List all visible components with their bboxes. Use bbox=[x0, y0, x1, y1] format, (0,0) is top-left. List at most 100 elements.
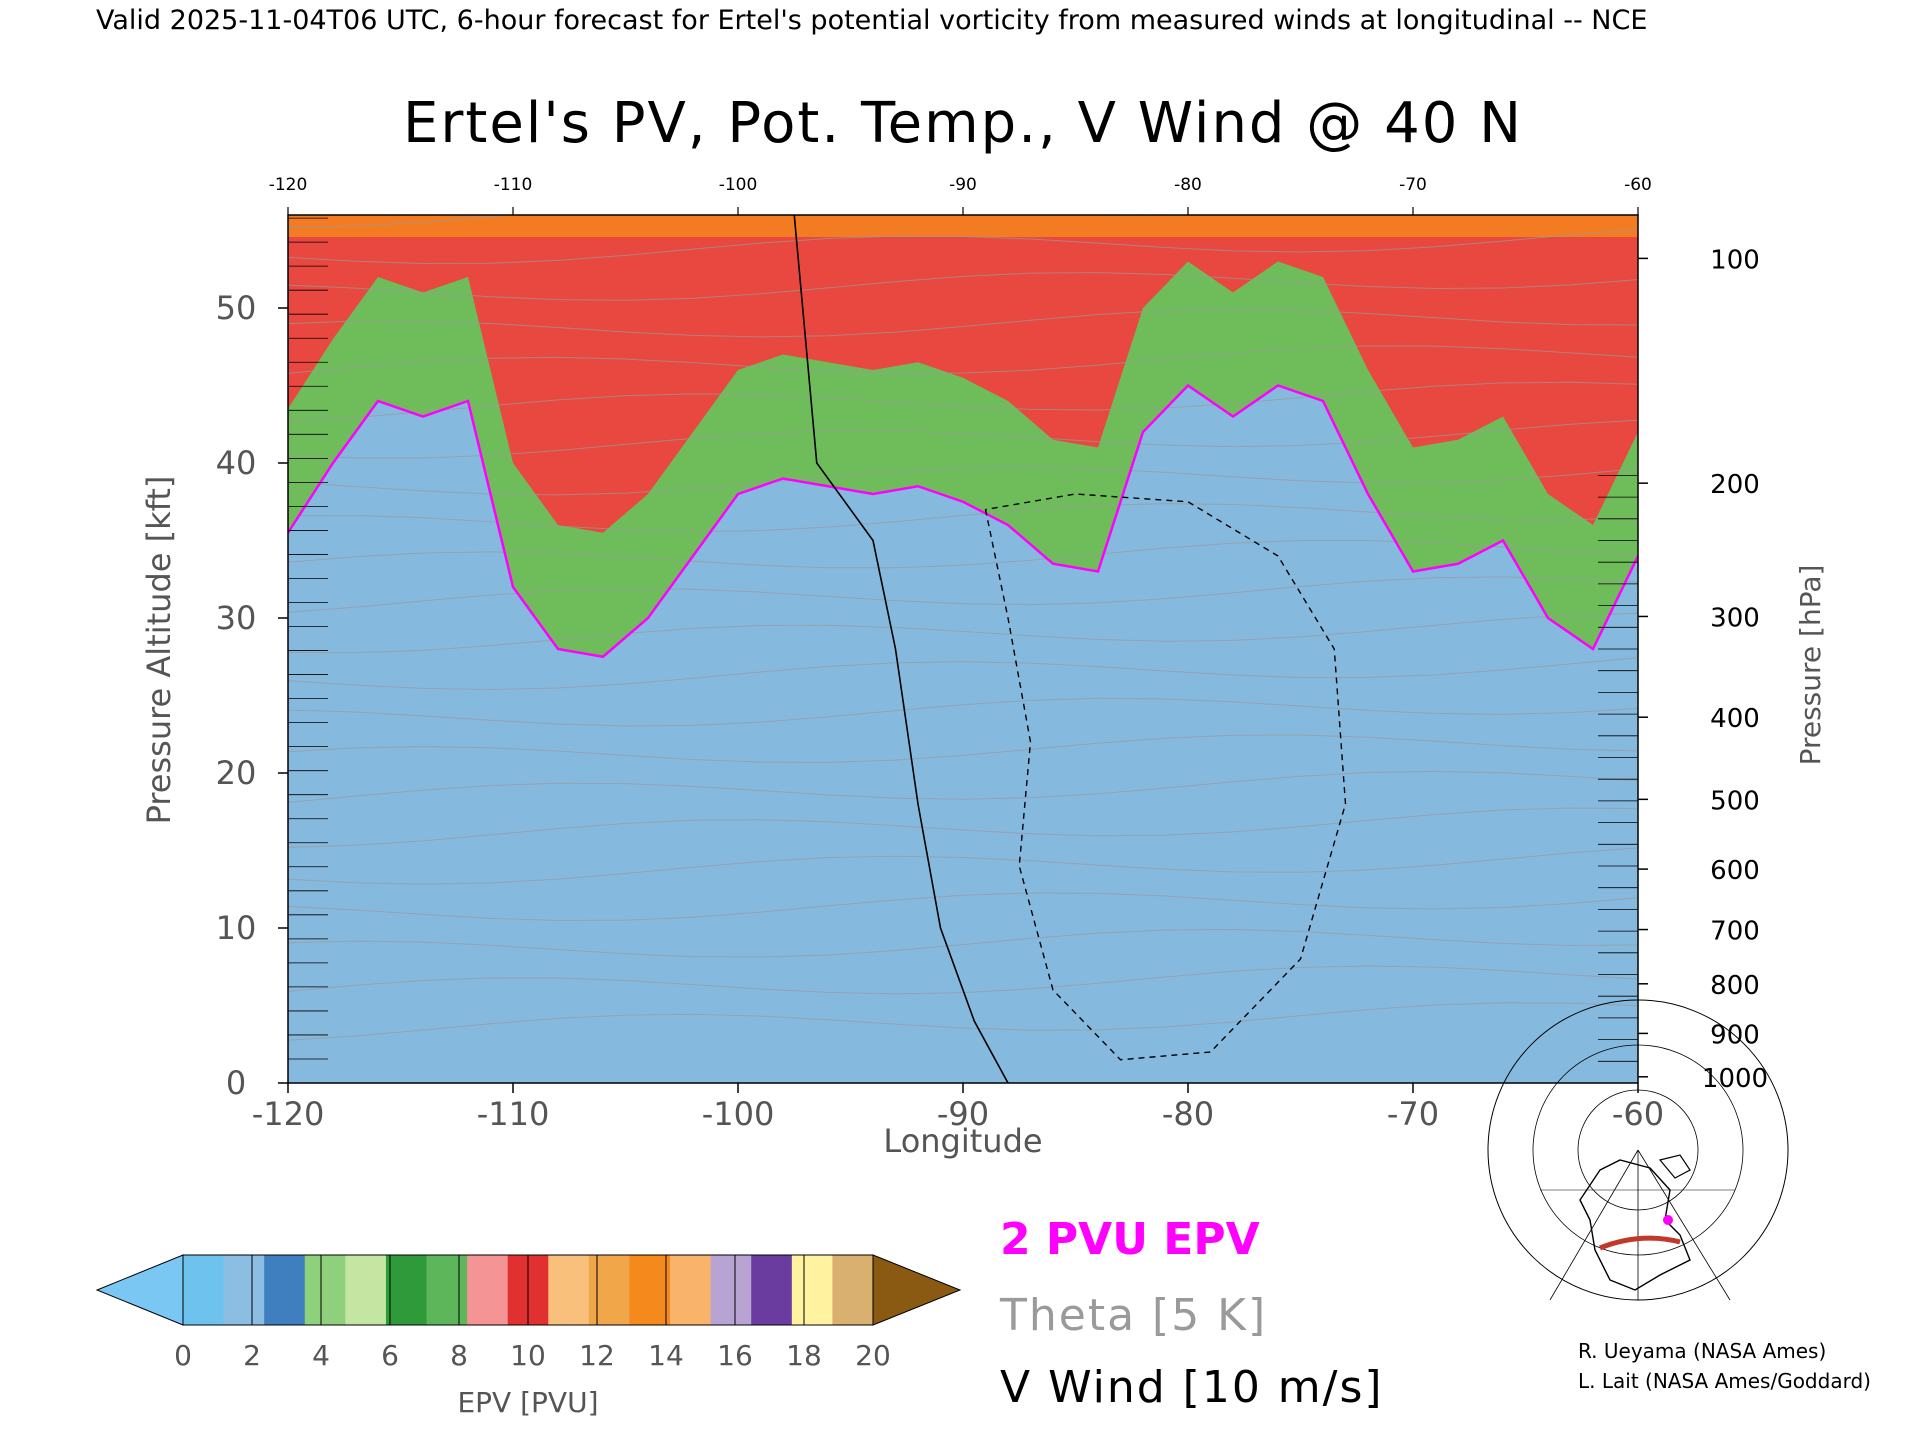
colorbar-swatch bbox=[791, 1255, 833, 1325]
colorbar-tick-label: 20 bbox=[855, 1339, 891, 1372]
y-tick-label: 50 bbox=[216, 289, 257, 327]
y-tick-label: 30 bbox=[216, 599, 257, 637]
colorbar-swatch bbox=[710, 1255, 752, 1325]
theta-contour bbox=[288, 929, 1638, 958]
p-tick-label: 500 bbox=[1710, 786, 1760, 816]
theta-contour bbox=[288, 612, 1638, 654]
x-top-tick-label: -60 bbox=[1624, 175, 1652, 195]
colorbar-under-arrow bbox=[95, 1254, 184, 1326]
p-tick-label: 800 bbox=[1710, 971, 1760, 1001]
p-tick-label: 700 bbox=[1710, 917, 1760, 947]
y-axis-left-label: Pressure Altitude [kft] bbox=[140, 476, 178, 825]
colorbar-swatch bbox=[629, 1255, 671, 1325]
theta-contour bbox=[288, 419, 1638, 459]
x-axis-top: -120 -110 -100 -90 -80 -70 -60 bbox=[269, 175, 1652, 215]
colorbar-label: EPV [PVU] bbox=[457, 1386, 598, 1419]
x-tick-label: -70 bbox=[1387, 1095, 1439, 1133]
colorbar-swatch bbox=[385, 1255, 428, 1325]
theta-contour bbox=[288, 540, 1638, 569]
colorbar-over-arrow bbox=[872, 1254, 962, 1326]
colorbar-swatch bbox=[670, 1255, 712, 1325]
theta-contour bbox=[288, 345, 1638, 374]
p-tick-label: 600 bbox=[1710, 856, 1760, 886]
y-axis-left: 0 10 20 30 40 50 bbox=[216, 217, 328, 1102]
x-top-tick-label: -80 bbox=[1174, 175, 1202, 195]
theta-contour bbox=[288, 734, 1638, 763]
x-top-tick-label: -70 bbox=[1399, 175, 1427, 195]
x-top-tick-label: -110 bbox=[494, 175, 533, 195]
theta-contours bbox=[288, 215, 1638, 1041]
colorbar-tick-label: 18 bbox=[786, 1339, 822, 1372]
theta-contour bbox=[288, 807, 1638, 848]
north-america-polar-map-icon bbox=[1487, 999, 1789, 1301]
x-tick-label: -100 bbox=[702, 1095, 775, 1133]
colorbar-tick-label: 4 bbox=[312, 1339, 330, 1372]
y-axis-right-label: Pressure [hPa] bbox=[1794, 565, 1827, 766]
colorbar-tick-label: 0 bbox=[174, 1339, 192, 1372]
legend-vwind: V Wind [10 m/s] bbox=[1000, 1362, 1384, 1413]
colorbar: 0 2 4 6 8 10 12 14 16 18 20 bbox=[95, 1254, 962, 1372]
legend-theta: Theta [5 K] bbox=[999, 1290, 1267, 1341]
theta-contour bbox=[288, 770, 1638, 803]
x-tick-label: -80 bbox=[1162, 1095, 1214, 1133]
colorbar-tick-label: 10 bbox=[510, 1339, 546, 1372]
theta-contour bbox=[288, 466, 1638, 496]
colorbar-tick-label: 14 bbox=[648, 1339, 684, 1372]
p-tick-label: 400 bbox=[1710, 704, 1760, 734]
colorbar-swatch bbox=[183, 1255, 225, 1325]
theta-contour bbox=[288, 381, 1638, 422]
colorbar-swatch bbox=[264, 1255, 306, 1325]
p-tick-label: 200 bbox=[1710, 470, 1760, 500]
y-tick-label: 40 bbox=[216, 444, 257, 482]
x-top-tick-label: -100 bbox=[719, 175, 758, 195]
theta-contour bbox=[288, 847, 1638, 885]
p-tick-label: 1000 bbox=[1702, 1064, 1768, 1094]
tropopause-2pvu-line bbox=[288, 383, 1638, 659]
vwind-negative-contour bbox=[984, 493, 1347, 1061]
x-axis-label: Longitude bbox=[883, 1122, 1042, 1160]
x-top-tick-label: -120 bbox=[269, 175, 308, 195]
theta-contour bbox=[288, 576, 1638, 613]
x-top-tick-label: -90 bbox=[949, 175, 977, 195]
colorbar-swatch bbox=[426, 1255, 468, 1325]
stratosphere-top-band bbox=[288, 215, 1638, 237]
chart-title: Ertel's PV, Pot. Temp., V Wind @ 40 N bbox=[403, 91, 1523, 156]
theta-contour bbox=[288, 272, 1638, 301]
colorbar-tick-label: 8 bbox=[450, 1339, 468, 1372]
theta-contour bbox=[288, 308, 1638, 338]
colorbar-swatch bbox=[304, 1255, 346, 1325]
x-tick-label: -60 bbox=[1612, 1095, 1664, 1133]
theta-contour bbox=[288, 697, 1638, 727]
valid-line: Valid 2025-11-04T06 UTC, 6-hour forecast… bbox=[96, 5, 1647, 36]
colorbar-swatch bbox=[588, 1255, 630, 1325]
x-axis-bottom: -120 -110 -100 -90 -80 -70 -60 bbox=[252, 1083, 1664, 1133]
theta-contour bbox=[288, 965, 1638, 995]
theta-contour bbox=[288, 1002, 1638, 1041]
stratosphere-high-pv-fill bbox=[288, 215, 1638, 533]
plot-area bbox=[288, 215, 1638, 1083]
theta-contour bbox=[288, 228, 1638, 265]
credit-line-2: L. Lait (NASA Ames/Goddard) bbox=[1578, 1369, 1871, 1393]
theta-contour bbox=[288, 503, 1638, 532]
colorbar-swatch bbox=[345, 1255, 387, 1325]
colorbar-tick-label: 2 bbox=[243, 1339, 261, 1372]
p-tick-label: 300 bbox=[1710, 603, 1760, 633]
colorbar-swatch bbox=[548, 1255, 590, 1325]
colorbar-tick-label: 16 bbox=[717, 1339, 753, 1372]
x-tick-label: -110 bbox=[477, 1095, 550, 1133]
credit-line-1: R. Ueyama (NASA Ames) bbox=[1578, 1339, 1826, 1363]
theta-contour bbox=[288, 892, 1638, 921]
legend-2pvu: 2 PVU EPV bbox=[1000, 1214, 1260, 1265]
y-tick-label: 0 bbox=[226, 1064, 246, 1102]
colorbar-swatch bbox=[467, 1255, 509, 1325]
y-tick-label: 10 bbox=[216, 909, 257, 947]
p-tick-label: 100 bbox=[1710, 245, 1760, 275]
x-tick-label: -120 bbox=[252, 1095, 325, 1133]
y-tick-label: 20 bbox=[216, 754, 257, 792]
x-tick-label: -90 bbox=[937, 1095, 989, 1133]
colorbar-tick-label: 6 bbox=[381, 1339, 399, 1372]
colorbar-swatch bbox=[223, 1255, 265, 1325]
vwind-zero-contour bbox=[793, 215, 1009, 1083]
